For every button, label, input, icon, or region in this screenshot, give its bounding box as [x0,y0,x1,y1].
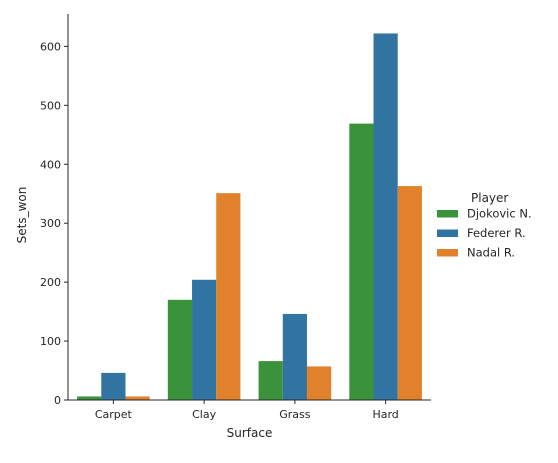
bar-grass-djokovic-n [258,361,283,400]
bar-grass-nadal-r [306,366,332,400]
legend-swatch [437,210,458,218]
bar-carpet-federer-r [101,372,126,400]
bar-hard-federer-r [373,33,398,400]
y-tick-label: 500 [40,99,61,112]
y-tick-label: 0 [54,394,61,407]
bar-clay-djokovic-n [167,299,193,400]
legend-title: Player [471,191,508,205]
x-tick-label: Clay [192,408,216,421]
x-tick-label: Grass [279,408,311,421]
y-tick-label: 400 [40,158,61,171]
y-axis-label: Sets_won [15,187,29,244]
x-ticks: Carpet Clay Grass Hard [95,400,399,421]
y-tick-label: 300 [40,217,61,230]
y-tick-label: 600 [40,40,61,53]
bar-hard-nadal-r [397,186,422,400]
bars-group [77,33,422,401]
x-tick-label: Hard [372,408,398,421]
x-tick-label: Carpet [95,408,133,421]
y-tick-label: 200 [40,276,61,289]
bar-carpet-nadal-r [125,396,150,400]
x-axis-label: Surface [227,426,273,440]
legend-label: Nadal R. [467,246,515,260]
bar-grass-federer-r [282,313,307,400]
bar-clay-nadal-r [216,193,241,400]
legend-swatch [437,229,458,237]
legend-swatch [437,249,458,257]
legend-label: Djokovic N. [467,207,532,221]
legend-label: Federer R. [467,226,526,240]
legend-items: Djokovic N. Federer R. Nadal R. [437,207,532,260]
y-ticks: 0 100 200 300 400 500 600 [40,40,68,407]
y-tick-label: 100 [40,335,61,348]
bar-clay-federer-r [192,279,217,400]
legend: Player Djokovic N. Federer R. Nadal R. [437,191,532,260]
bar-carpet-djokovic-n [77,396,102,400]
bar-hard-djokovic-n [349,123,374,401]
